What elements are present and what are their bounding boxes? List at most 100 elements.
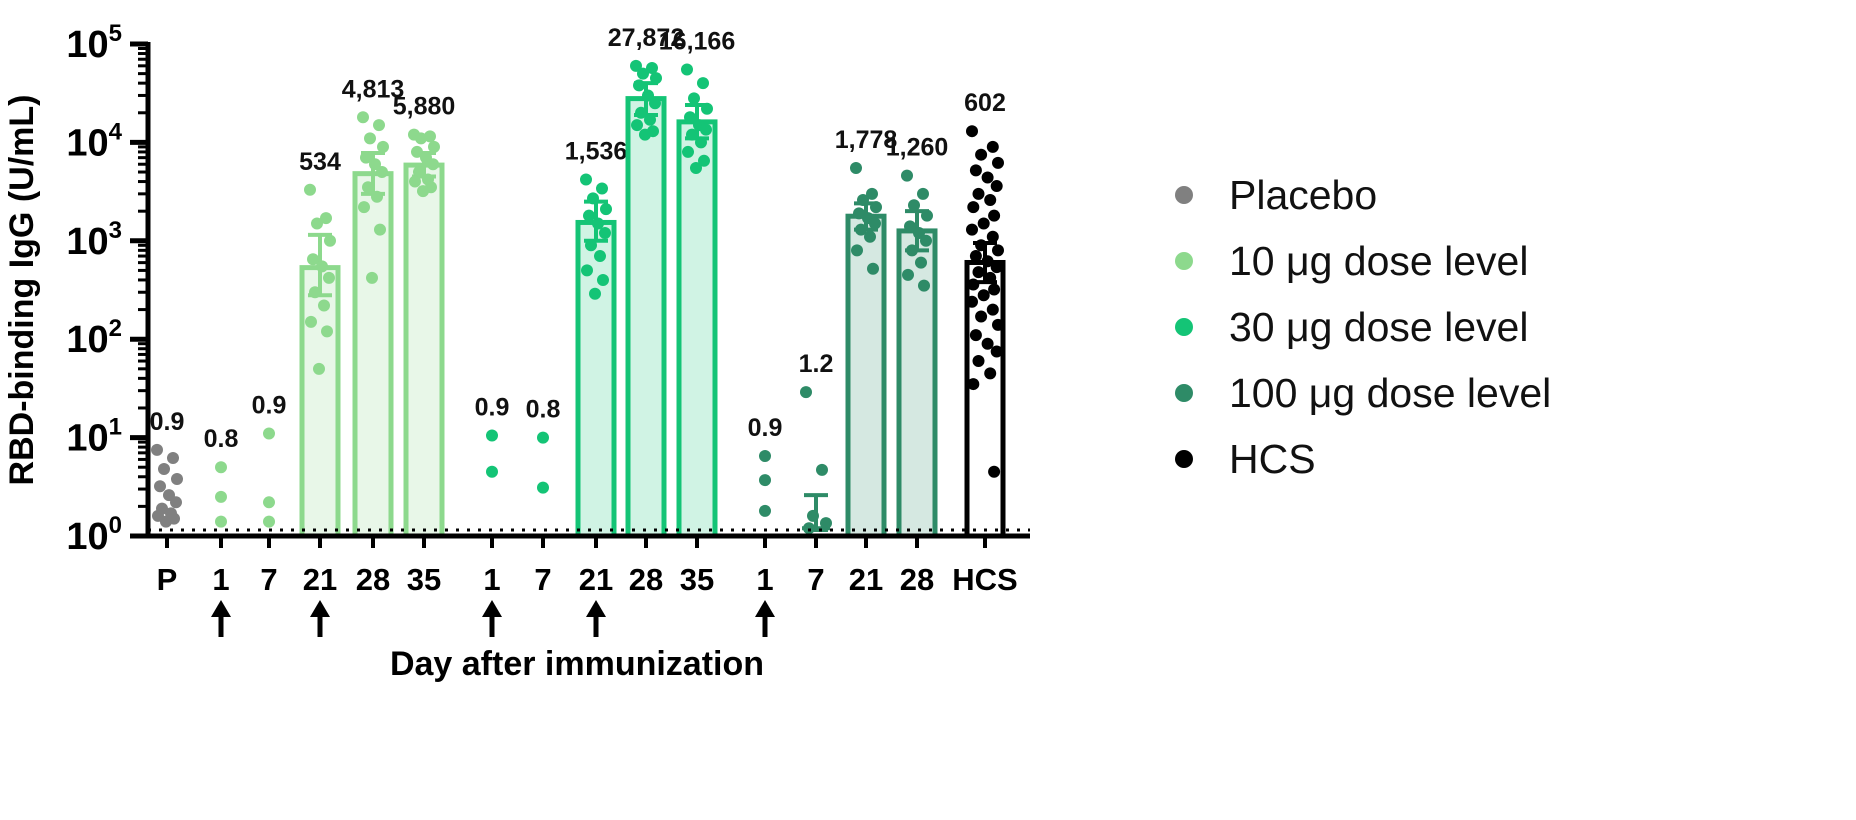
legend-label: 30 μg dose level	[1229, 303, 1529, 350]
x-tick-label: 1	[212, 562, 229, 597]
data-point	[816, 463, 828, 476]
data-point	[581, 264, 593, 277]
data-point	[697, 77, 709, 90]
chart-legend: Placebo 10 μg dose level 30 μg dose level 1…	[1175, 162, 1551, 492]
x-tick-label: 28	[900, 562, 934, 597]
data-point	[701, 102, 713, 115]
data-point	[807, 509, 819, 522]
data-point	[990, 180, 1003, 193]
value-label: 16,166	[659, 28, 735, 56]
data-point	[650, 72, 662, 85]
data-point	[901, 169, 913, 182]
arrow-head	[310, 600, 330, 617]
value-label: 534	[299, 148, 341, 176]
data-point	[160, 515, 172, 528]
data-group-15: 602	[964, 89, 1006, 539]
data-point	[313, 362, 325, 375]
data-point	[967, 201, 980, 214]
data-point	[902, 268, 914, 281]
data-group-13: 1,778	[835, 126, 897, 539]
data-point	[975, 239, 988, 252]
data-point	[984, 367, 997, 380]
y-tick-base: 10	[66, 516, 108, 558]
data-point	[969, 250, 982, 263]
data-point	[633, 79, 645, 92]
data-point	[307, 253, 319, 266]
data-point	[323, 271, 335, 284]
data-point	[870, 201, 882, 214]
data-point	[424, 130, 436, 143]
value-label: 4,813	[342, 75, 405, 103]
data-point	[966, 295, 978, 308]
data-group-8: 1,536	[565, 137, 627, 539]
data-point	[309, 286, 321, 299]
y-tick-label: 102	[66, 315, 122, 361]
data-group-6: 0.9	[475, 394, 509, 478]
x-tick-label: 35	[407, 562, 441, 597]
x-tick-label: 1	[483, 562, 500, 597]
value-label: 5,880	[393, 93, 456, 121]
y-tick-exponent: 1	[109, 414, 122, 441]
data-point	[369, 158, 381, 171]
legend-marker	[1175, 318, 1193, 336]
data-point	[986, 140, 999, 153]
data-point	[851, 244, 863, 257]
data-point	[920, 234, 932, 247]
data-point	[580, 173, 592, 186]
data-group-11: 0.9	[748, 414, 782, 517]
data-point	[981, 171, 994, 184]
data-group-9: 27,872	[608, 24, 684, 539]
data-point	[304, 183, 316, 196]
y-tick-base: 10	[66, 319, 108, 361]
data-point	[305, 315, 317, 328]
data-point	[413, 166, 425, 179]
y-tick-label: 103	[66, 217, 122, 263]
data-point	[366, 271, 378, 284]
immunization-arrow	[482, 600, 502, 637]
immunization-arrow	[586, 600, 606, 637]
data-point	[975, 148, 988, 161]
y-tick-exponent: 3	[109, 217, 122, 244]
data-point	[977, 217, 990, 230]
legend-marker	[1175, 384, 1193, 402]
data-point	[373, 119, 385, 132]
immunization-arrow	[310, 600, 330, 637]
data-group-5: 5,880	[393, 93, 456, 539]
x-tick-label: 28	[629, 562, 663, 597]
data-point	[988, 465, 1001, 478]
legend-item: HCS	[1175, 426, 1551, 492]
data-point	[537, 431, 549, 444]
data-point	[820, 517, 832, 530]
y-tick-label: 105	[66, 20, 122, 66]
bar	[625, 96, 667, 539]
data-point	[316, 260, 328, 273]
value-label: 0.8	[526, 396, 561, 424]
y-tick-base: 10	[66, 221, 108, 263]
data-point	[415, 132, 427, 145]
y-tick-label: 104	[66, 118, 122, 164]
legend-item: 30 μg dose level	[1175, 294, 1551, 360]
y-tick-exponent: 5	[109, 20, 122, 47]
data-point	[915, 256, 927, 269]
x-tick-label: 28	[356, 562, 390, 597]
data-point	[981, 255, 994, 268]
data-point	[589, 287, 601, 300]
data-point	[646, 62, 658, 75]
data-point	[972, 266, 985, 279]
data-point	[263, 496, 275, 509]
data-point	[864, 230, 876, 243]
data-point	[644, 113, 656, 126]
data-point	[587, 192, 599, 205]
legend-label: HCS	[1229, 435, 1316, 482]
data-point	[853, 207, 865, 220]
data-point	[630, 59, 642, 72]
data-group-3: 534	[299, 148, 341, 539]
legend-item: 10 μg dose level	[1175, 228, 1551, 294]
data-point	[318, 299, 330, 312]
data-point	[988, 209, 1001, 222]
data-point	[486, 429, 498, 442]
data-point	[698, 154, 710, 167]
data-point	[913, 227, 925, 240]
x-tick-label: 7	[807, 562, 824, 597]
